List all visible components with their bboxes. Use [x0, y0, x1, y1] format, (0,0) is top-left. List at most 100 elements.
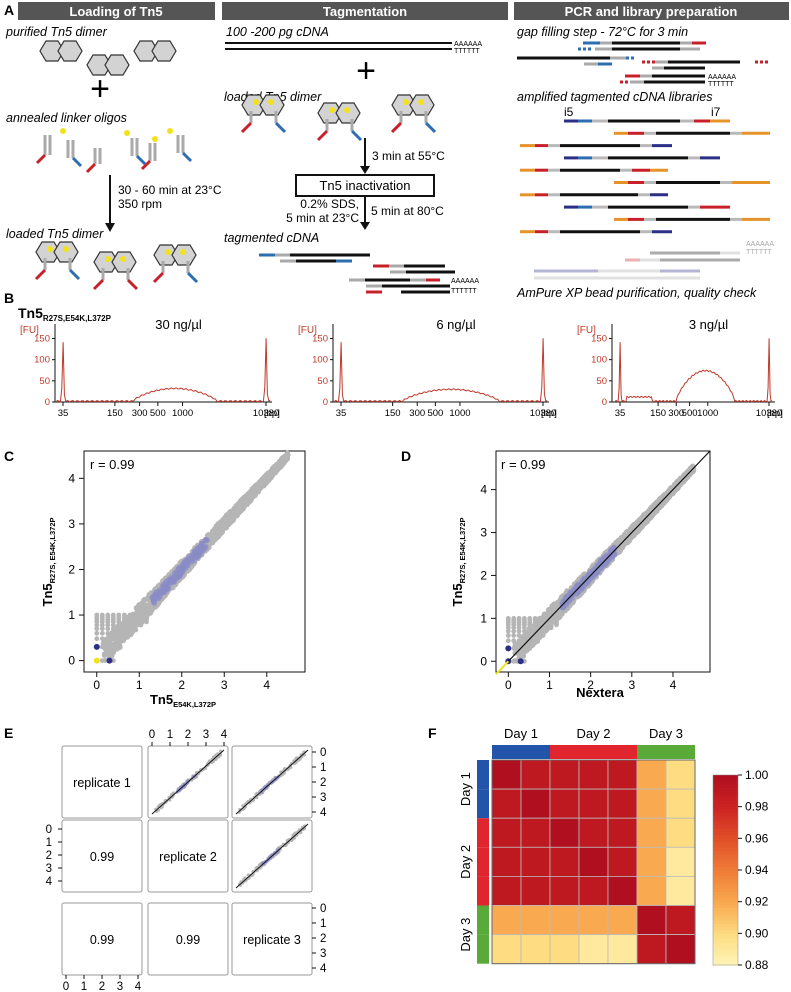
loaded-dimers-mid: [240, 94, 437, 142]
pair-left-tick-label: 2: [46, 850, 52, 862]
scatter-point: [505, 638, 511, 644]
heatmap-cell: [636, 905, 667, 936]
y-tick-label: 4: [480, 483, 487, 497]
scatter-point: [635, 528, 642, 534]
replicate-label: replicate 1: [73, 776, 131, 790]
scatter-point: [241, 504, 247, 510]
trace-line: [334, 338, 548, 403]
scatter-point: [110, 626, 116, 632]
day-column-label: Day 2: [577, 726, 611, 741]
heatmap-cell: [549, 905, 580, 936]
pair-right-tick-label: 2: [320, 777, 326, 789]
trace-xtick-label: 35: [615, 408, 626, 419]
panel-e-letter: E: [4, 725, 13, 741]
heatmap-cell: [636, 759, 667, 790]
scatter-point: [505, 633, 511, 638]
scatter-point: [252, 485, 258, 491]
scatter-point: [140, 601, 146, 607]
scatter-density-point: [173, 571, 179, 577]
heatmap-cell: [578, 934, 609, 965]
heatmap-cell: [636, 788, 667, 819]
scatter-point: [516, 633, 522, 638]
y-tick-label: 1: [68, 608, 75, 622]
scatter-point: [138, 612, 144, 618]
sds-line-1: 0.2% SDS,: [300, 197, 359, 211]
panel-b: B Tn5R27S,E54K,L372P [FU] 30 ng/µl1501005…: [4, 290, 783, 419]
trace-xtick-label: 300: [132, 408, 148, 419]
replicate-label: replicate 2: [159, 850, 217, 864]
scatter-point: [554, 616, 559, 621]
panel-a-letter: A: [4, 2, 14, 18]
scatter-point: [133, 612, 138, 618]
scatter-point: [257, 481, 263, 487]
heat-inactivation: 5 min at 80°C: [371, 204, 444, 218]
scatter-point: [215, 528, 221, 534]
column-group-bar: [550, 745, 579, 759]
cdna-polyA: AAAAAA: [454, 41, 482, 48]
legend-tick-label: 0.94: [745, 863, 769, 877]
scatter-point-highlight: [93, 657, 100, 664]
pair-top-tick-label: 1: [167, 729, 173, 741]
scatter-point: [221, 525, 227, 531]
heatmap-cell: [607, 846, 638, 877]
column-group-bar: [666, 745, 695, 759]
trace-ytick-label: 50: [39, 376, 50, 387]
x-tick-label: 4: [670, 678, 677, 692]
replicate-pairs-matrix: replicate 10.99 replicate 20.99 0.99 replic…: [46, 729, 327, 992]
row-group-bar: [477, 847, 489, 877]
scatter-density-point: [172, 575, 178, 581]
y-tick-label: 2: [68, 562, 75, 576]
pair-right-tick-label: 4: [320, 807, 327, 819]
x-tick-label: 3: [628, 678, 635, 692]
scatter-d-ylabel-main: Tn5: [450, 583, 465, 606]
scatter-density-point: [199, 540, 205, 546]
scatter-point: [144, 612, 149, 618]
scatter-density-point: [181, 565, 187, 572]
scatter-point: [99, 626, 105, 632]
scatter-point: [101, 639, 107, 646]
scatter-point: [105, 612, 111, 618]
replicate-label: replicate 3: [243, 933, 301, 947]
scatter-point: [252, 492, 258, 499]
scatter-point: [99, 644, 105, 650]
y-tick-label: 3: [68, 517, 75, 531]
heatmap-cell: [549, 934, 580, 965]
x-tick-label: 2: [178, 678, 185, 692]
pair-bottom-tick-label: 3: [117, 981, 123, 992]
library-polyA: AAAAAA: [746, 241, 774, 248]
trace-xtick-label: 10380: [756, 408, 782, 419]
pair-right-tick-label: 0: [320, 903, 326, 915]
heatmap-cell: [665, 759, 696, 790]
trace-xtick-label: 1000: [449, 408, 470, 419]
trace-xunit: [bp]: [767, 408, 783, 419]
scatter-point: [505, 616, 511, 621]
trace-title: 6 ng/µl: [436, 317, 475, 332]
heatmap-cell: [491, 934, 522, 965]
scatter-point: [133, 605, 139, 611]
scatter-point: [122, 612, 127, 618]
trace-xtick-label: 500: [150, 408, 166, 419]
purified-tn5-dimer: [39, 40, 177, 76]
pair-top-tick-label: 2: [185, 729, 191, 741]
heatmap-cell: [491, 788, 522, 819]
scatter-point: [241, 499, 248, 505]
scatter-point: [213, 532, 219, 538]
trace-xtick-label: 500: [682, 408, 698, 419]
linker-mosaic-dots: [60, 128, 173, 142]
scatter-c-points: [93, 450, 291, 664]
column-group-bar: [637, 745, 666, 759]
correlation-value: 0.99: [90, 850, 114, 864]
row-group-bar: [477, 934, 489, 964]
column-group-bar: [521, 745, 550, 759]
scatter-point: [99, 636, 105, 642]
scatter-point: [116, 644, 122, 650]
legend-tick-label: 1.00: [745, 768, 769, 782]
loaded-dimer-label: loaded Tn5 dimer: [6, 227, 104, 241]
row-group-bar: [477, 818, 489, 848]
scatter-point: [105, 626, 111, 632]
heatmap-cell: [578, 905, 609, 936]
heatmap-cell: [607, 817, 638, 848]
tagment-arrow-1-head: [360, 166, 370, 174]
pair-left-tick-label: 1: [46, 837, 52, 849]
